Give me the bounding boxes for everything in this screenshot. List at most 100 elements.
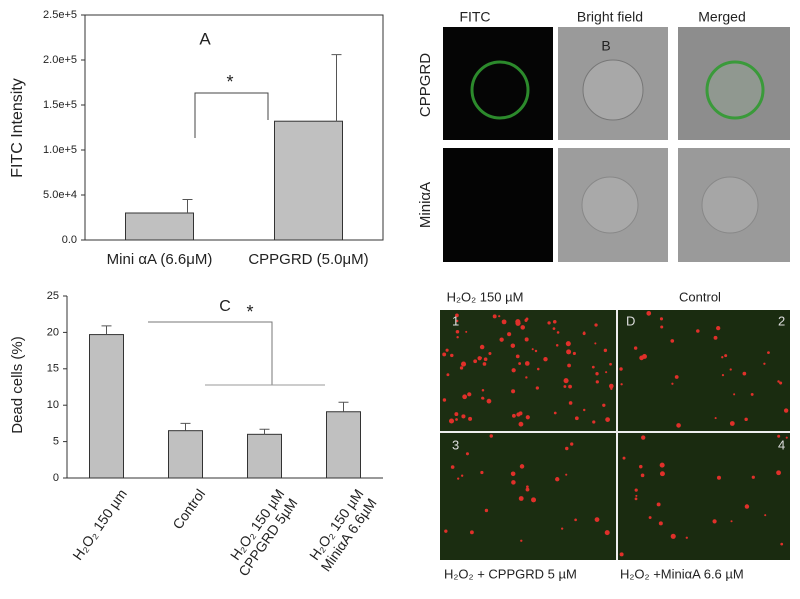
cell-dot bbox=[670, 533, 676, 539]
cell-dot bbox=[730, 520, 733, 523]
bar bbox=[274, 120, 343, 241]
cell-dot bbox=[531, 348, 534, 351]
condition-label: Control bbox=[679, 289, 721, 304]
cell-dot bbox=[510, 343, 516, 348]
cell-dot bbox=[555, 344, 559, 347]
cell-dot bbox=[602, 403, 606, 407]
cell-dot bbox=[520, 325, 526, 330]
cell-dot bbox=[716, 326, 721, 331]
cell-dot bbox=[592, 420, 596, 424]
cell-dot bbox=[455, 319, 459, 323]
cell-dot bbox=[565, 473, 568, 476]
cell-dot bbox=[567, 363, 571, 368]
cell-dot bbox=[656, 502, 661, 507]
cell-dot bbox=[455, 329, 460, 334]
column-label: Bright field bbox=[577, 9, 643, 25]
cell-dot bbox=[555, 477, 560, 482]
cell-dot bbox=[460, 474, 464, 477]
image-number: 2 bbox=[778, 313, 785, 328]
cell-dot bbox=[646, 310, 652, 316]
condition-label: H₂O₂ + CPPGRD 5 µM bbox=[444, 566, 577, 581]
cell bbox=[582, 59, 644, 121]
cell-dot bbox=[721, 374, 725, 377]
cell-dot bbox=[696, 329, 700, 333]
condition-label: H₂O₂ +MiniαA 6.6 µM bbox=[620, 566, 744, 581]
cell-dot bbox=[515, 354, 520, 359]
panel-label: A bbox=[199, 29, 211, 48]
cell-dot bbox=[525, 487, 530, 492]
cell-dot bbox=[744, 417, 748, 422]
cell bbox=[470, 60, 530, 120]
cell-dot bbox=[482, 362, 487, 366]
y-tick-label: 5.0e+4 bbox=[43, 189, 77, 201]
cell-dot bbox=[547, 321, 551, 325]
y-axis-label: Dead cells (%) bbox=[9, 336, 26, 434]
cell-dot bbox=[552, 327, 556, 330]
cell-dot bbox=[481, 389, 485, 392]
cell-dot bbox=[467, 392, 472, 397]
cell-dot bbox=[501, 319, 507, 325]
cell-dot bbox=[574, 416, 579, 421]
cell-dot bbox=[764, 514, 767, 517]
axis bbox=[84, 14, 384, 241]
y-tick-label: 15 bbox=[47, 363, 59, 375]
cell-dot bbox=[659, 462, 665, 468]
cell-dot bbox=[639, 464, 643, 469]
cell-dot bbox=[484, 508, 489, 513]
cell-dot bbox=[716, 475, 721, 480]
cell-dot bbox=[763, 362, 766, 365]
y-tick-label: 2.0e+5 bbox=[43, 54, 77, 66]
cell-dot bbox=[729, 368, 732, 371]
cell-dot bbox=[744, 504, 750, 509]
cell-dot bbox=[459, 366, 464, 370]
cell bbox=[705, 60, 765, 120]
cell-dot bbox=[566, 349, 572, 355]
cell-dot bbox=[444, 529, 448, 533]
cell-dot bbox=[594, 342, 597, 345]
cell-dot bbox=[520, 539, 523, 542]
y-tick-label: 5 bbox=[53, 436, 59, 448]
cell-dot bbox=[750, 392, 754, 396]
cell-dot bbox=[462, 394, 467, 400]
error-bar bbox=[101, 325, 112, 335]
cell-dot bbox=[604, 530, 610, 536]
cell-dot bbox=[733, 393, 736, 396]
cell-dot bbox=[531, 497, 537, 503]
cell-dot bbox=[640, 473, 645, 478]
cell-dot bbox=[610, 387, 613, 391]
cell-dot bbox=[658, 521, 663, 526]
cell-dot bbox=[619, 552, 624, 557]
cell-dot bbox=[456, 335, 459, 339]
cell-dot bbox=[565, 446, 569, 451]
row-label: CPPGRD bbox=[417, 53, 434, 117]
y-tick-label: 25 bbox=[47, 290, 59, 302]
y-tick-label: 2.5e+5 bbox=[43, 9, 77, 21]
cell-dot bbox=[783, 408, 789, 413]
y-axis-label: FITC Intensity bbox=[9, 78, 26, 178]
cell-dot bbox=[608, 383, 614, 389]
cell-dot bbox=[634, 497, 638, 501]
y-tick-label: 10 bbox=[47, 399, 59, 411]
panel-label: D bbox=[626, 313, 635, 328]
cell-dot bbox=[442, 352, 447, 357]
image-number: 1 bbox=[452, 313, 459, 328]
bar bbox=[168, 430, 203, 479]
cell-dot bbox=[498, 315, 501, 318]
condition-label: H₂O₂ 150 µM bbox=[447, 289, 524, 304]
error-bar bbox=[331, 54, 342, 122]
cell-dot bbox=[565, 341, 571, 347]
cell-dot bbox=[525, 415, 530, 420]
cell-dot bbox=[457, 477, 460, 480]
cell-dot bbox=[582, 408, 586, 412]
cell-dot bbox=[721, 356, 724, 359]
error-bar bbox=[338, 401, 349, 412]
cell-dot bbox=[594, 517, 600, 522]
cell-dot bbox=[641, 435, 646, 440]
image bbox=[618, 433, 790, 560]
cell-dot bbox=[633, 346, 638, 350]
significance-bracket bbox=[194, 92, 269, 138]
cell-dot bbox=[526, 485, 529, 489]
cell-dot bbox=[595, 380, 599, 384]
